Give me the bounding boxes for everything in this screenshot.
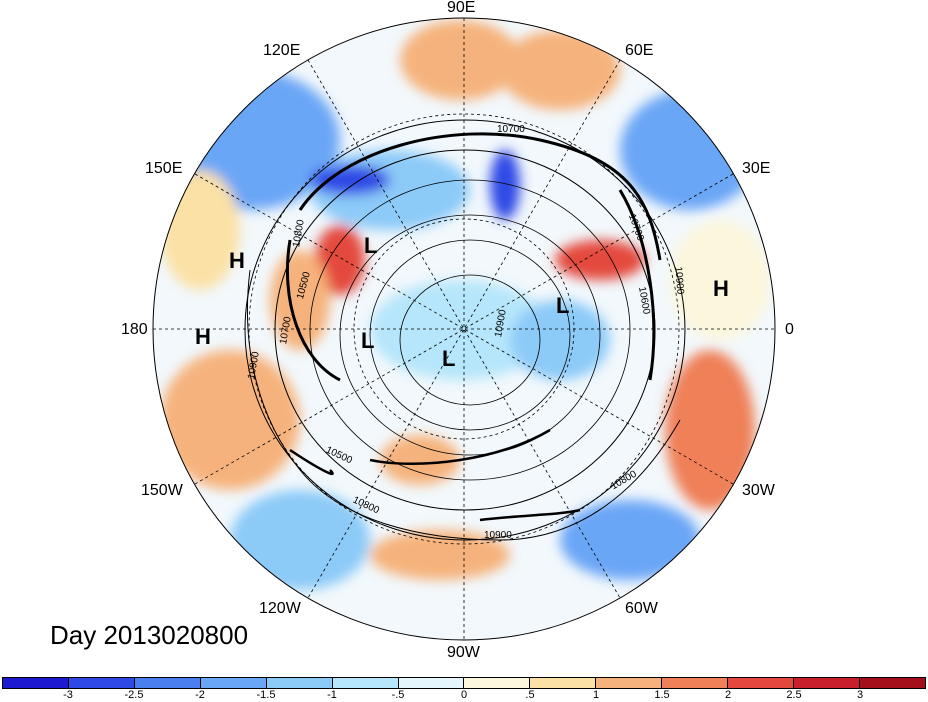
lon-label-30w: 30W (742, 482, 775, 499)
low-pressure-marker: L (364, 233, 378, 258)
lon-label-180: 180 (121, 321, 148, 338)
lon-label-90w: 90W (447, 644, 480, 661)
colorbar-swatch (464, 678, 531, 688)
colorbar-swatch (530, 678, 597, 688)
colorbar-swatch (332, 678, 399, 688)
colorbar (2, 677, 926, 689)
colorbar-tick-label: 2.5 (786, 689, 802, 701)
colorbar-tick-label: -3 (63, 689, 73, 701)
lon-label-120e: 120E (263, 42, 301, 59)
height-contours (244, 119, 686, 541)
colorbar-swatch (662, 678, 729, 688)
lon-label-90e: 90E (447, 0, 476, 16)
colorbar-tick-label: -2 (195, 689, 205, 701)
colorbar-swatch (859, 678, 925, 688)
lon-label-30e: 30E (742, 160, 771, 177)
colorbar-tick-label: -1.5 (256, 689, 276, 701)
colorbar-swatch (134, 678, 201, 688)
date-title: Day 2013020800 (50, 620, 249, 650)
colorbar-swatch (398, 678, 465, 688)
colorbar-tick-label: -1 (327, 689, 337, 701)
colorbar-swatch (728, 678, 795, 688)
lon-label-150w: 150W (141, 482, 183, 499)
high-pressure-marker: H (195, 324, 211, 349)
map-boundary (152, 17, 776, 641)
contour-label: 10700 (497, 124, 525, 135)
lon-label-0: 0 (785, 321, 794, 338)
lon-label-150e: 150E (145, 160, 183, 177)
colorbar-tick-label: 3 (856, 689, 864, 701)
low-pressure-marker: L (556, 293, 570, 318)
high-pressure-marker: H (229, 248, 245, 273)
lon-label-60e: 60E (625, 42, 654, 59)
colorbar-swatch (3, 678, 69, 688)
colorbar-swatch (68, 678, 135, 688)
colorbar-tick-label: 2 (724, 689, 732, 701)
lon-label-120w: 120W (259, 600, 301, 617)
graticule (153, 18, 775, 640)
contour-label: 10900 (672, 266, 686, 295)
low-pressure-marker: L (442, 346, 456, 371)
colorbar-tick-label: -.5 (391, 689, 405, 701)
colorbar-swatch (794, 678, 860, 688)
colorbar-tick-label: 1 (592, 689, 600, 701)
colorbar-tick-label: -2.5 (124, 689, 144, 701)
colorbar-tick-label: .5 (525, 689, 535, 701)
colorbar-tick-label: 1.5 (654, 689, 670, 701)
colorbar-swatch (596, 678, 663, 688)
colorbar-tick-label: 0 (460, 689, 468, 701)
lon-label-60w: 60W (625, 600, 658, 617)
high-pressure-marker: H (713, 276, 729, 301)
contour-label: 10900 (484, 530, 512, 541)
low-pressure-marker: L (361, 328, 375, 353)
colorbar-swatch (200, 678, 267, 688)
colorbar-swatch (266, 678, 333, 688)
